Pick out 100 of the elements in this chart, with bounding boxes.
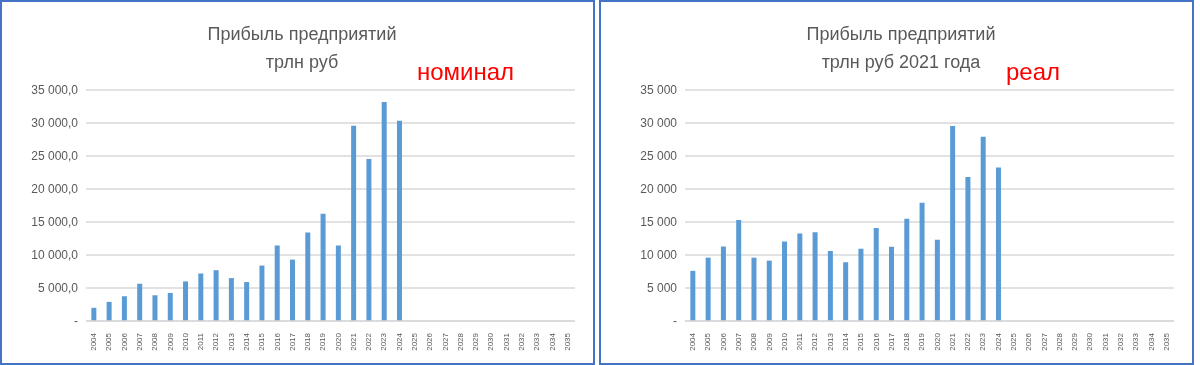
x-tick-label: 2017 [886,332,896,351]
x-tick-label: 2007 [733,332,743,351]
x-tick-label: 2023 [379,332,389,351]
x-tick-label: 2004 [688,332,698,351]
bar [121,296,127,321]
x-tick-label: 2014 [840,332,850,351]
bar [91,307,97,321]
chart-title: Прибыль предприятий трлн руб 2021 года [805,23,997,72]
x-tick-label: 2008 [749,332,759,351]
x-tick-label: 2005 [703,332,713,351]
bar [290,259,295,321]
bar [873,227,879,321]
bar [720,246,726,321]
y-tick-label: 15 000 [640,215,678,230]
bar [858,248,864,321]
bar [766,260,772,321]
bar [889,246,894,321]
x-tick-label: 2020 [333,332,343,351]
bar [843,262,849,321]
x-tick-label: 2031 [501,332,511,351]
bar [366,158,372,321]
y-tick-label: 30 000 [640,116,678,131]
x-tick-label: 2033 [1131,332,1141,351]
bar [335,245,341,321]
x-tick-label: 2025 [1009,332,1019,351]
bar [797,233,803,321]
x-tick-label: 2016 [272,332,282,351]
x-tick-label: 2032 [1116,332,1126,351]
x-tick-label: 2005 [104,332,114,351]
x-tick-label: 2029 [1070,332,1080,351]
y-tick-label: 20 000,0 [31,182,79,197]
x-tick-label: 2015 [856,332,866,351]
y-tick-label: - [673,314,677,329]
x-tick-label: 2016 [871,332,881,351]
bar [950,125,956,321]
x-tick-label: 2006 [718,332,728,351]
bar [919,202,925,321]
x-tick-label: 2029 [471,332,481,351]
x-tick-label: 2021 [348,332,358,351]
x-tick-label: 2012 [211,332,221,351]
x-tick-label: 2017 [287,332,297,351]
x-tick-label: 2024 [394,332,404,351]
x-tick-label: 2024 [993,332,1003,351]
y-tick-label: 35 000 [640,83,678,98]
bar [152,295,158,321]
bar [934,239,940,321]
x-tick-label: 2012 [810,332,820,351]
x-tick-label: 2025 [410,332,420,351]
y-tick-label: 35 000,0 [31,83,79,98]
x-tick-label: 2011 [196,332,206,351]
x-tick-label: 2009 [764,332,774,351]
bar [812,232,818,321]
x-tick-label: 2015 [257,332,267,351]
x-tick-label: 2026 [1024,332,1034,351]
y-tick-label: 10 000 [640,248,678,263]
x-tick-label: 2011 [795,332,805,351]
bar [980,136,986,321]
x-tick-label: 2004 [89,332,99,351]
bar [995,167,1001,321]
bar [782,241,788,321]
x-tick-label: 2031 [1100,332,1110,351]
bar [228,278,234,321]
x-tick-label: 2013 [226,332,236,351]
x-tick-label: 2034 [547,332,557,351]
x-tick-label: 2027 [1039,332,1049,351]
x-tick-label: 2022 [963,332,973,351]
bar [137,283,143,321]
bar [320,213,326,321]
x-tick-label: 2019 [318,332,328,351]
x-tick-label: 2022 [364,332,374,351]
x-tick-label: 2028 [455,332,465,351]
x-tick-label: 2032 [517,332,527,351]
x-tick-label: 2030 [486,332,496,351]
y-tick-label: 25 000,0 [31,149,79,164]
x-tick-label: 2018 [902,332,912,351]
bar [183,281,189,321]
x-tick-label: 2010 [779,332,789,351]
bar [904,218,910,321]
x-tick-label: 2027 [440,332,450,351]
bar [259,265,265,321]
bar [198,273,204,321]
bar [305,232,311,321]
y-tick-label: 30 000,0 [31,116,79,131]
x-tick-label: 2018 [303,332,313,351]
bar [396,120,402,321]
x-tick-label: 2021 [947,332,957,351]
x-tick-label: 2033 [532,332,542,351]
x-tick-label: 2014 [241,332,251,351]
x-tick-label: 2035 [562,332,572,351]
chart-title: Прибыль предприятий трлн руб [206,23,398,72]
bar [274,245,280,321]
x-tick-label: 2008 [150,332,160,351]
x-tick-label: 2010 [180,332,190,351]
bar [106,301,112,321]
x-tick-label: 2034 [1146,332,1156,351]
x-tick-label: 2007 [134,332,144,351]
text: реал [1006,58,1061,86]
bar [965,177,971,321]
bar [244,282,250,321]
x-tick-label: 2006 [119,332,129,351]
